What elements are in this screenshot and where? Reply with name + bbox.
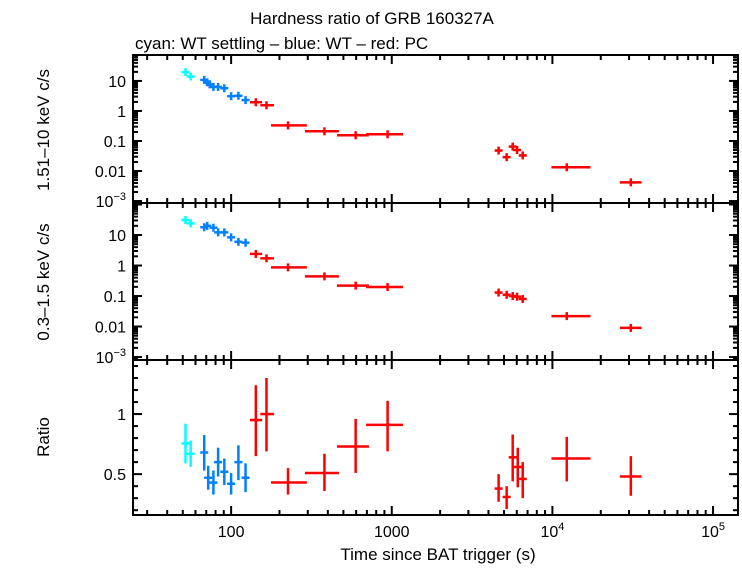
y-tick-label: 10−3 (96, 191, 126, 211)
x-axis-label: Time since BAT trigger (s) (340, 545, 535, 564)
panel-frame (132, 359, 739, 516)
y-axis-label-ratio: Ratio (34, 417, 53, 457)
y-axis-label-soft: 0.3–1.5 keV c/s (34, 223, 53, 340)
x-tick-label: 1000 (374, 524, 410, 541)
y-tick-label: 1 (117, 407, 126, 424)
y-tick-label: 0.01 (95, 164, 126, 181)
y-tick-label: 10−3 (96, 347, 126, 367)
x-tick-label: 104 (540, 521, 564, 541)
y-tick-label: 10 (108, 228, 126, 245)
chart-title: Hardness ratio of GRB 160327A (250, 9, 494, 28)
y-tick-label: 10 (108, 74, 126, 91)
panel-frame (132, 202, 739, 361)
y-tick-label: 0.1 (104, 134, 126, 151)
y-tick-label: 1 (117, 259, 126, 276)
x-tick-label: 100 (218, 524, 245, 541)
y-tick-label: 0.01 (95, 320, 126, 337)
y-tick-label: 0.5 (104, 467, 126, 484)
y-tick-label: 0.1 (104, 289, 126, 306)
chart-subtitle: cyan: WT settling – blue: WT – red: PC (135, 34, 428, 53)
x-tick-label: 105 (701, 521, 725, 541)
y-tick-label: 1 (117, 104, 126, 121)
y-axis-label-hard: 1.51–10 keV c/s (34, 69, 53, 191)
panel-frame (132, 54, 739, 204)
